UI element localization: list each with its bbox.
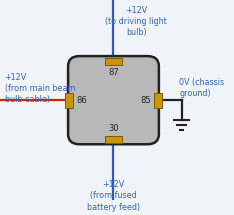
Bar (105, 136, 122, 143)
Text: 0V (chassis
ground): 0V (chassis ground) (179, 78, 224, 98)
Bar (154, 93, 162, 108)
FancyBboxPatch shape (68, 56, 159, 144)
Text: 86: 86 (76, 96, 87, 105)
Text: +12V
(from fused
battery feed): +12V (from fused battery feed) (87, 180, 140, 212)
Text: 85: 85 (140, 96, 150, 105)
Text: +12V
(from main beam
bulb cable): +12V (from main beam bulb cable) (4, 72, 75, 104)
Text: 30: 30 (108, 124, 119, 133)
Text: 87: 87 (108, 68, 119, 77)
Bar (105, 58, 122, 65)
Text: +12V
(to driving light
bulb): +12V (to driving light bulb) (105, 6, 167, 37)
Bar (65, 93, 73, 108)
